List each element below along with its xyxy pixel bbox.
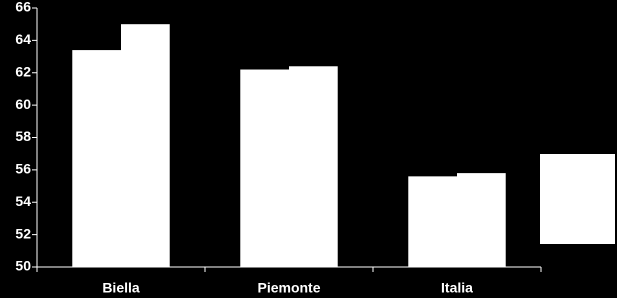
bar	[289, 66, 338, 268]
x-tick-label: Piemonte	[257, 280, 320, 296]
y-tick-label: 62	[15, 63, 31, 79]
x-tick-label: Italia	[441, 280, 473, 296]
y-tick-label: 52	[15, 225, 31, 241]
y-tick-label: 66	[15, 0, 31, 15]
bar	[121, 24, 170, 267]
bar	[457, 173, 506, 267]
y-tick-label: 50	[15, 258, 31, 274]
y-tick-label: 60	[15, 96, 31, 112]
bar	[72, 50, 121, 268]
bar	[408, 176, 457, 267]
y-tick-label: 64	[15, 31, 31, 47]
legend-box	[540, 154, 615, 244]
bar	[240, 69, 289, 267]
x-tick-label: Biella	[102, 280, 140, 296]
y-tick-label: 58	[15, 128, 31, 144]
y-tick-label: 56	[15, 161, 31, 177]
y-tick-label: 54	[15, 193, 31, 209]
